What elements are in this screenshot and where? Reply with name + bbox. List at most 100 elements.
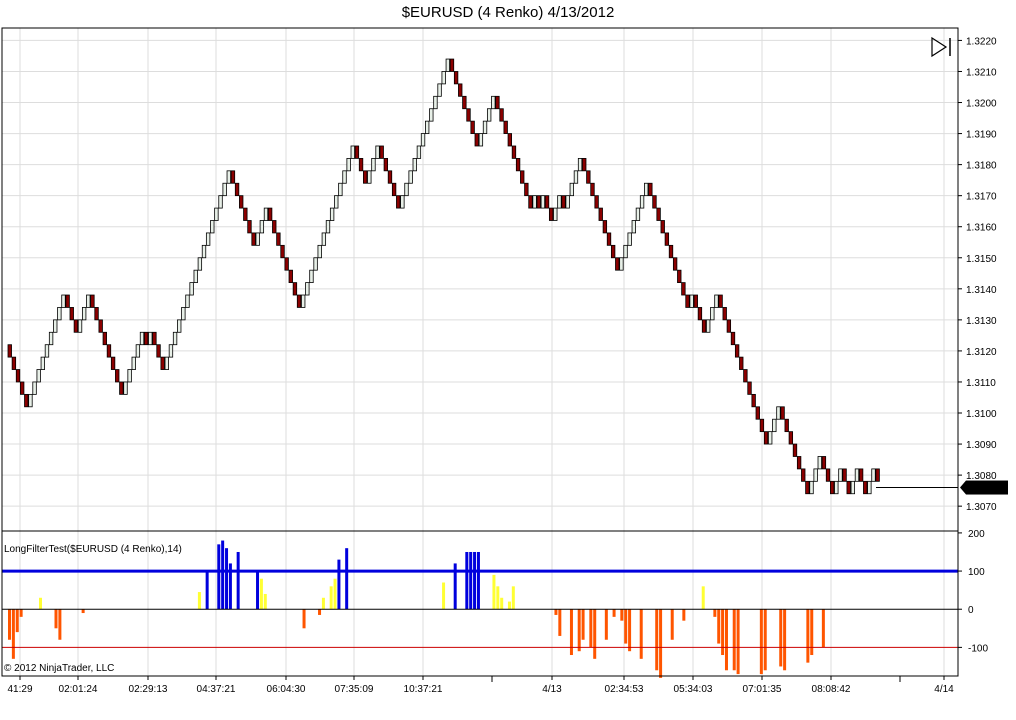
renko-brick-down[interactable] [825, 468, 831, 482]
renko-brick-down[interactable] [515, 158, 521, 172]
renko-brick-down[interactable] [387, 170, 393, 184]
renko-brick-up[interactable] [412, 158, 417, 172]
indicator-bar[interactable] [806, 609, 810, 663]
renko-brick-down[interactable] [656, 207, 661, 221]
renko-brick-up[interactable] [127, 369, 132, 383]
renko-brick-up[interactable] [32, 381, 37, 395]
indicator-bar[interactable] [492, 574, 496, 610]
renko-brick-down[interactable] [520, 170, 525, 184]
renko-brick-up[interactable] [48, 331, 54, 346]
renko-brick-up[interactable] [346, 158, 351, 172]
indicator-bar[interactable] [500, 597, 504, 610]
renko-brick-down[interactable] [863, 480, 868, 495]
indicator-bar[interactable] [821, 609, 825, 648]
renko-brick-up[interactable] [367, 170, 372, 184]
renko-brick-down[interactable] [106, 344, 112, 358]
indicator-bar[interactable] [581, 609, 585, 640]
renko-brick-up[interactable] [573, 170, 579, 184]
renko-brick-up[interactable] [429, 108, 434, 122]
renko-brick-down[interactable] [685, 294, 690, 308]
indicator-bar[interactable] [511, 586, 515, 610]
renko-brick-up[interactable] [210, 220, 215, 234]
renko-brick-up[interactable] [193, 269, 198, 284]
renko-brick-down[interactable] [292, 282, 298, 296]
indicator-bar[interactable] [717, 609, 721, 644]
renko-brick-up[interactable] [342, 170, 347, 184]
renko-brick-down[interactable] [24, 393, 29, 408]
renko-brick-down[interactable] [449, 58, 455, 72]
price-panel[interactable] [7, 58, 958, 495]
indicator-bar[interactable] [496, 586, 500, 610]
indicator-bar[interactable] [236, 551, 240, 610]
renko-brick-up[interactable] [321, 232, 327, 246]
renko-brick-down[interactable] [805, 480, 810, 495]
renko-brick-up[interactable] [172, 331, 178, 346]
renko-brick-down[interactable] [528, 195, 533, 209]
renko-brick-down[interactable] [363, 170, 368, 184]
renko-brick-down[interactable] [152, 331, 157, 346]
renko-brick-up[interactable] [425, 120, 430, 134]
renko-brick-down[interactable] [160, 356, 165, 370]
renko-brick-down[interactable] [19, 381, 25, 395]
renko-brick-down[interactable] [784, 418, 789, 433]
renko-brick-down[interactable] [544, 195, 550, 209]
renko-brick-down[interactable] [796, 456, 802, 470]
renko-brick-down[interactable] [143, 331, 149, 346]
renko-brick-down[interactable] [858, 468, 864, 482]
renko-brick-up[interactable] [214, 207, 219, 221]
renko-brick-down[interactable] [759, 418, 765, 433]
renko-brick-up[interactable] [557, 195, 562, 209]
renko-brick-down[interactable] [747, 381, 752, 395]
indicator-bar[interactable] [670, 609, 674, 640]
indicator-bar[interactable] [329, 586, 333, 610]
renko-brick-down[interactable] [470, 120, 475, 134]
indicator-bar[interactable] [589, 609, 593, 648]
renko-brick-up[interactable] [714, 294, 719, 308]
renko-brick-up[interactable] [553, 207, 558, 221]
indicator-bar[interactable] [713, 609, 717, 617]
renko-brick-down[interactable] [11, 356, 17, 370]
renko-brick-down[interactable] [102, 331, 107, 346]
renko-brick-down[interactable] [267, 207, 273, 221]
indicator-bar[interactable] [337, 559, 341, 610]
renko-brick-down[interactable] [590, 182, 595, 197]
renko-brick-down[interactable] [660, 220, 665, 234]
renko-brick-up[interactable] [627, 232, 632, 246]
renko-brick-down[interactable] [792, 443, 798, 457]
renko-brick-up[interactable] [189, 282, 194, 296]
renko-brick-up[interactable] [371, 158, 376, 172]
renko-brick-up[interactable] [135, 344, 141, 358]
indicator-bar[interactable] [655, 609, 659, 671]
renko-brick-down[interactable] [243, 207, 248, 221]
renko-brick-up[interactable] [532, 195, 537, 209]
renko-brick-up[interactable] [854, 468, 860, 482]
indicator-bar[interactable] [701, 586, 705, 610]
renko-brick-up[interactable] [168, 344, 174, 358]
renko-brick-down[interactable] [15, 369, 21, 383]
renko-brick-up[interactable] [838, 468, 843, 482]
indicator-bar[interactable] [507, 601, 511, 610]
renko-brick-down[interactable] [511, 145, 517, 159]
renko-brick-down[interactable] [73, 319, 79, 333]
renko-brick-up[interactable] [565, 195, 570, 209]
renko-brick-down[interactable] [561, 195, 566, 209]
renko-brick-up[interactable] [706, 319, 711, 333]
indicator-bar[interactable] [732, 609, 736, 671]
indicator-bar[interactable] [721, 609, 725, 656]
indicator-bar[interactable] [225, 548, 229, 610]
renko-brick-down[interactable] [586, 170, 591, 184]
renko-brick-up[interactable] [441, 71, 446, 85]
renko-brick-up[interactable] [185, 294, 190, 308]
renko-brick-down[interactable] [462, 95, 467, 110]
renko-brick-up[interactable] [40, 356, 45, 370]
renko-brick-up[interactable] [433, 95, 438, 110]
indicator-bar[interactable] [624, 609, 628, 644]
indicator-bar[interactable] [345, 548, 349, 610]
renko-brick-up[interactable] [710, 307, 715, 321]
indicator-bar[interactable] [8, 609, 11, 640]
renko-brick-up[interactable] [325, 220, 331, 234]
renko-brick-down[interactable] [396, 195, 401, 209]
renko-brick-down[interactable] [739, 356, 744, 370]
indicator-bar[interactable] [659, 609, 663, 678]
